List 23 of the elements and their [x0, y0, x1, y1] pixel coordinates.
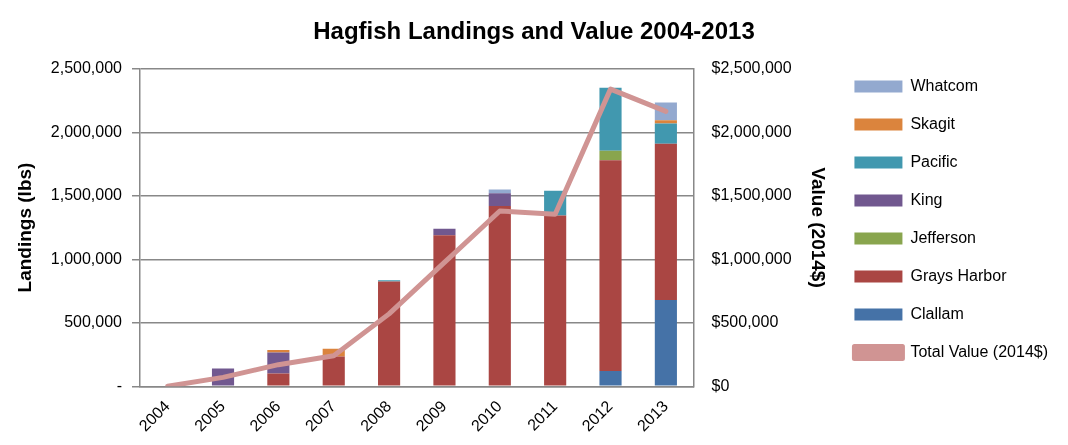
y-tick-label: 500,000 [64, 313, 123, 331]
y-tick-label: - [116, 376, 122, 394]
legend-label: King [910, 190, 943, 208]
y2-tick-label: $500,000 [711, 313, 779, 331]
legend-label: Jefferson [910, 228, 976, 246]
y2-tick-label: $1,500,000 [711, 186, 792, 204]
legend-label: Clallam [910, 304, 964, 322]
y-tick-label: 1,000,000 [50, 249, 123, 267]
legend-label: Skagit [910, 114, 956, 132]
legend-label: Whatcom [910, 76, 979, 94]
chart-title: Hagfish Landings and Value 2004-2013 [313, 17, 755, 45]
y2-tick-label: $2,500,000 [711, 59, 792, 77]
y2-tick-label: $2,000,000 [711, 122, 792, 140]
legend-label: Total Value (2014$) [910, 342, 1049, 360]
legend-label: Pacific [910, 152, 958, 170]
legend-label: Grays Harbor [910, 266, 1008, 284]
y2-tick-label: $1,000,000 [711, 249, 792, 267]
y2-tick-label: $0 [711, 376, 730, 394]
y-tick-label: 1,500,000 [50, 186, 123, 204]
y-tick-label: 2,500,000 [50, 59, 123, 77]
y-axis-title: Landings (lbs) [13, 162, 35, 293]
y-tick-label: 2,000,000 [50, 122, 123, 140]
y2-axis-title: Value (2014$) [807, 167, 829, 288]
